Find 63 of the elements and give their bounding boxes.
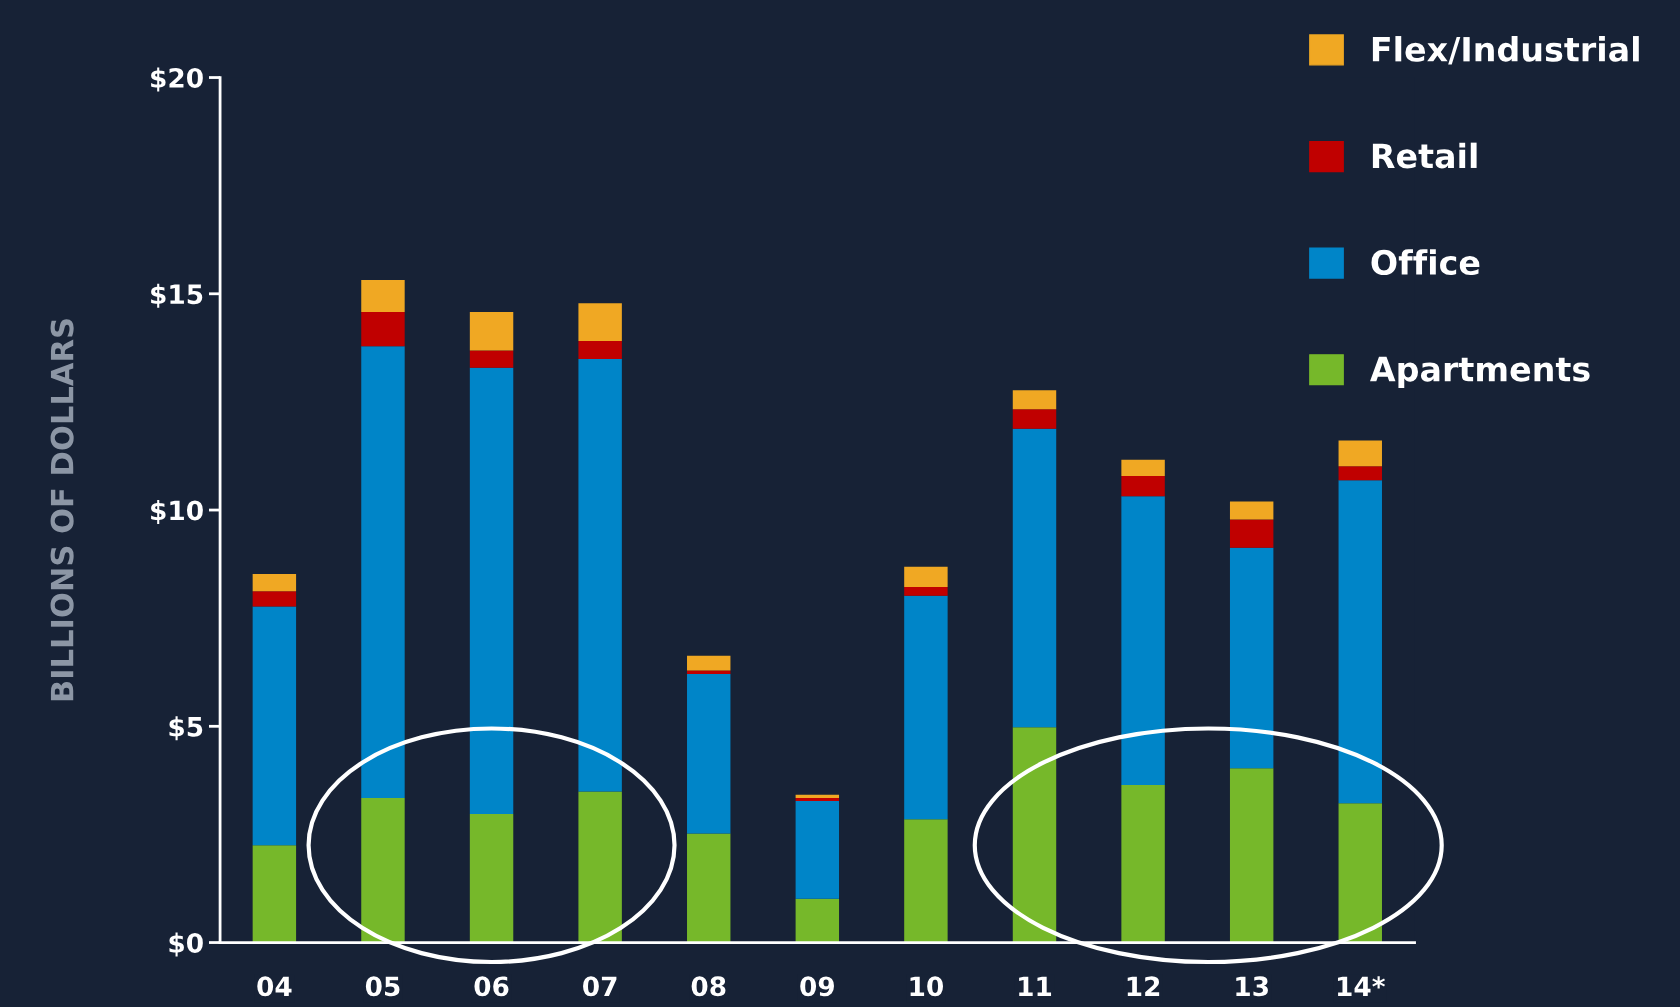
y-tick-label: $10	[151, 500, 203, 524]
bar	[469, 814, 514, 943]
bar	[904, 595, 948, 820]
bar	[1338, 440, 1382, 467]
bar	[1012, 428, 1057, 728]
bar	[1229, 501, 1274, 520]
bar	[795, 798, 840, 802]
bar	[252, 591, 297, 607]
bar	[687, 833, 731, 943]
bar	[1012, 409, 1057, 429]
bar	[469, 350, 514, 368]
x-tick-label: 11	[1019, 976, 1052, 996]
bar	[1012, 390, 1057, 410]
bar	[361, 798, 405, 943]
y-axis-title: BILLIONS OF DOLLARS	[50, 319, 74, 701]
bar	[1229, 768, 1274, 943]
bar	[1121, 496, 1165, 786]
x-tick-label: 05	[365, 976, 400, 997]
bar	[687, 673, 731, 834]
bar	[1012, 727, 1057, 943]
bar	[361, 346, 405, 799]
bar	[795, 801, 840, 899]
bar	[361, 279, 405, 312]
x-tick-label: 14*	[1337, 976, 1385, 996]
x-tick-label: 04	[257, 976, 292, 997]
bar	[1121, 785, 1165, 943]
bar	[1121, 459, 1165, 476]
bar	[1338, 480, 1382, 804]
bar	[1121, 475, 1165, 497]
x-tick-label: 06	[474, 976, 509, 997]
bar	[469, 367, 514, 815]
x-tick-label: 10	[910, 976, 944, 997]
bar	[252, 845, 297, 943]
legend-label: Retail	[1372, 142, 1477, 169]
bar	[578, 340, 622, 360]
bar	[578, 303, 622, 341]
y-tick-label: $20	[151, 67, 203, 92]
bar	[1338, 803, 1382, 943]
x-tick-label: 08	[691, 976, 726, 997]
y-tick-label: $0	[169, 932, 203, 957]
bar	[904, 566, 948, 588]
y-tick-label: $5	[169, 716, 203, 741]
bar	[361, 311, 405, 347]
bar	[904, 587, 948, 596]
bar	[1229, 547, 1274, 769]
bar	[252, 606, 297, 846]
bar	[578, 791, 622, 943]
bar	[1338, 466, 1382, 481]
x-tick-label: 12	[1127, 976, 1160, 996]
bar	[795, 898, 840, 943]
x-tick-label: 09	[800, 976, 834, 997]
x-tick-label: 13	[1236, 976, 1268, 997]
bar	[904, 819, 948, 943]
legend-label: Flex/Industrial	[1372, 36, 1639, 65]
legend-label: Apartments	[1370, 356, 1590, 389]
x-tick-label: 07	[583, 976, 617, 997]
bar	[578, 359, 622, 792]
bar	[469, 311, 514, 351]
legend-label: Office	[1371, 249, 1480, 276]
bar	[252, 574, 297, 592]
bar	[687, 655, 731, 671]
bar	[1229, 519, 1274, 548]
y-tick-label: $15	[151, 283, 203, 308]
